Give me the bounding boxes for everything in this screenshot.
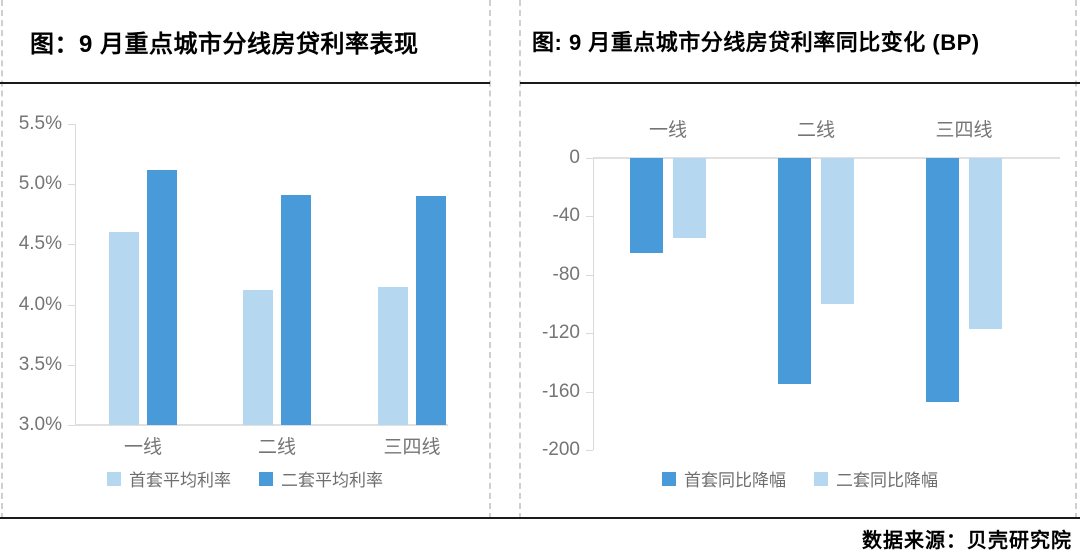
legend-label: 二套平均利率 (281, 471, 383, 490)
y-tick-mark (586, 216, 593, 218)
x-category-label: 三四线 (935, 120, 993, 141)
legend-item-second-home-rate: 二套平均利率 (259, 466, 383, 491)
table-border-mid-right (519, 0, 521, 519)
legend-swatch-dark-blue (259, 471, 273, 486)
y-tick-mark (68, 184, 75, 186)
y-tick-label: -200 (541, 439, 580, 460)
y-tick-label: 3.0% (18, 414, 62, 435)
bar-二套平均利率-一线 (147, 169, 177, 425)
right-chart-legend: 首套同比降幅 二套同比降幅 (520, 466, 1080, 491)
legend-swatch-light-blue (107, 471, 121, 486)
left-title-underline (0, 82, 490, 84)
right-title-underline (520, 82, 1080, 84)
y-tick-label: 5.5% (18, 113, 62, 134)
legend-label: 二套同比降幅 (836, 471, 938, 490)
legend-swatch-light-blue (814, 471, 828, 486)
bar-二套平均利率-三四线 (416, 196, 446, 425)
y-tick-label: -40 (552, 205, 580, 227)
y-tick-label: 0 (569, 147, 580, 168)
table-border-mid-left (489, 0, 491, 519)
y-tick-mark (586, 274, 593, 276)
y-tick-label: -160 (541, 380, 580, 402)
x-category-label: 一线 (123, 437, 162, 458)
panel-yoy-change: 图: 9 月重点城市分线房贷利率同比变化 (BP) 0 -40 -80 -120 -16… (520, 0, 1080, 519)
x-category-label: 一线 (648, 120, 687, 141)
y-tick-mark (586, 158, 593, 159)
y-tick-label: -80 (552, 263, 580, 285)
bar-首套同比降幅-一线 (630, 158, 663, 253)
mortgage-rate-bar-chart: 5.5% 5.0% 4.5% 4.0% 3.5% 3.0% 一线 二线 三四线 (0, 0, 490, 519)
y-axis-line (593, 158, 594, 450)
table-border-left (1, 0, 3, 519)
bar-首套平均利率-二线 (243, 290, 273, 425)
bar-首套同比降幅-三四线 (926, 158, 959, 402)
legend-item-first-home-drop: 首套同比降幅 (662, 466, 786, 491)
y-tick-label: 4.0% (18, 293, 62, 315)
y-tick-mark (68, 304, 75, 306)
y-tick-label: 3.5% (18, 353, 62, 375)
left-chart-title: 图：9 月重点城市分线房贷利率表现 (30, 30, 419, 58)
y-tick-mark (586, 391, 593, 393)
bar-首套平均利率-三四线 (378, 286, 408, 425)
legend-label: 首套平均利率 (129, 471, 231, 490)
bottom-table-border (0, 517, 1080, 519)
bar-二套同比降幅-二线 (821, 158, 854, 304)
y-tick-label: 4.5% (18, 233, 62, 255)
y-tick-label: 5.0% (18, 173, 62, 195)
data-source-text: 数据来源：贝壳研究院 (862, 530, 1072, 552)
bar-二套同比降幅-三四线 (969, 158, 1002, 329)
legend-swatch-dark-blue (662, 471, 676, 486)
y-tick-mark (68, 425, 75, 426)
bar-首套平均利率-一线 (109, 232, 139, 425)
legend-label: 首套同比降幅 (684, 471, 786, 490)
bar-首套同比降幅-二线 (778, 158, 811, 385)
y-tick-label: -120 (541, 322, 580, 344)
x-category-label: 二线 (796, 120, 835, 141)
table-border-right (1075, 0, 1077, 519)
panel-mortgage-rates: 图：9 月重点城市分线房贷利率表现 5.5% 5.0% 4.5% 4.0% 3.5% 3.… (0, 0, 490, 519)
legend-item-first-home-rate: 首套平均利率 (107, 466, 231, 491)
left-chart-legend: 首套平均利率 二套平均利率 (0, 466, 490, 491)
y-tick-mark (586, 450, 593, 451)
legend-item-second-home-drop: 二套同比降幅 (814, 466, 938, 491)
y-tick-mark (68, 244, 75, 246)
x-category-label: 二线 (257, 437, 296, 458)
bar-二套平均利率-二线 (281, 195, 311, 425)
y-axis-line (75, 124, 76, 425)
right-chart-title: 图: 9 月重点城市分线房贷利率同比变化 (BP) (532, 30, 980, 55)
baseline (75, 424, 448, 426)
y-tick-mark (586, 333, 593, 335)
bar-二套同比降幅-一线 (673, 158, 706, 239)
x-category-label: 三四线 (383, 437, 441, 458)
yoy-change-bar-chart: 0 -40 -80 -120 -160 -200 一线 二线 三四线 (520, 0, 1080, 519)
y-tick-mark (68, 124, 75, 125)
y-tick-mark (68, 364, 75, 366)
